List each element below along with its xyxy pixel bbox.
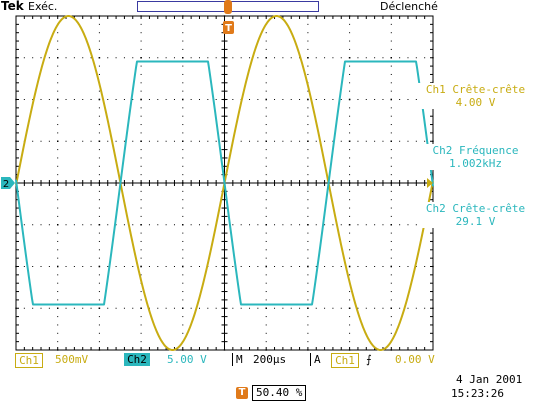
acquisition-state: Exéc. [28, 0, 58, 13]
trigger-level[interactable]: 0.00 V [395, 353, 435, 366]
date-display: 4 Jan 2001 [456, 373, 523, 386]
measurement-ch2-pk2pk[interactable]: Ch2 Crête-crête 29.1 V [418, 202, 533, 228]
time-display: 15:23:26 [451, 387, 504, 400]
measurement-value: 4.00 V [455, 96, 496, 109]
status-bar: Ch1 500mV Ch2 5.00 V M 200µs A Ch1 ⨍ 0.0… [0, 352, 533, 368]
trigger-level-marker[interactable] [427, 178, 433, 188]
measurement-label: Ch1 Crête-crête [425, 83, 526, 96]
trigger-position-value[interactable]: 50.40 % [252, 385, 307, 401]
measurement-ch2-frequency[interactable]: Ch2 Fréquence 1.002kHz [418, 144, 533, 170]
ch2-waveform [15, 60, 434, 306]
ch2-ground-glyph: 2 [3, 179, 9, 190]
ch2-label[interactable]: Ch2 [124, 353, 150, 366]
trigger-source[interactable]: Ch1 [331, 353, 359, 368]
trigger-glyph: T [225, 23, 232, 34]
footer: T 50.40 % 4 Jan 2001 15:23:26 [0, 372, 533, 401]
trigger-slope-icon[interactable]: ⨍ [366, 353, 372, 366]
measurement-value: 1.002kHz [449, 157, 502, 170]
main-timebase-prefix: M [232, 353, 243, 366]
measurement-ch1-pk2pk[interactable]: Ch1 Crête-crête 4.00 V [418, 83, 533, 109]
measurement-label: Ch2 Crête-crête [425, 202, 526, 215]
main-timebase[interactable]: 200µs [253, 353, 287, 366]
measurement-label: Ch2 Fréquence [432, 144, 519, 157]
trigger-state: Déclenché [380, 0, 438, 13]
measurement-value: 29.1 V [455, 215, 496, 228]
ch2-ground-marker[interactable]: 2 [1, 177, 15, 190]
trigger-position-marker[interactable]: T [223, 0, 234, 34]
trigger-prefix: A [310, 353, 321, 366]
trigger-position-icon: T [236, 387, 248, 399]
brand-logo: Tek [1, 0, 24, 13]
ch1-label[interactable]: Ch1 [15, 353, 43, 368]
waveform-display[interactable]: T 2 [0, 0, 533, 352]
ch2-volts-per-div[interactable]: 5.00 V [167, 353, 207, 366]
ch1-volts-per-div[interactable]: 500mV [55, 353, 89, 366]
